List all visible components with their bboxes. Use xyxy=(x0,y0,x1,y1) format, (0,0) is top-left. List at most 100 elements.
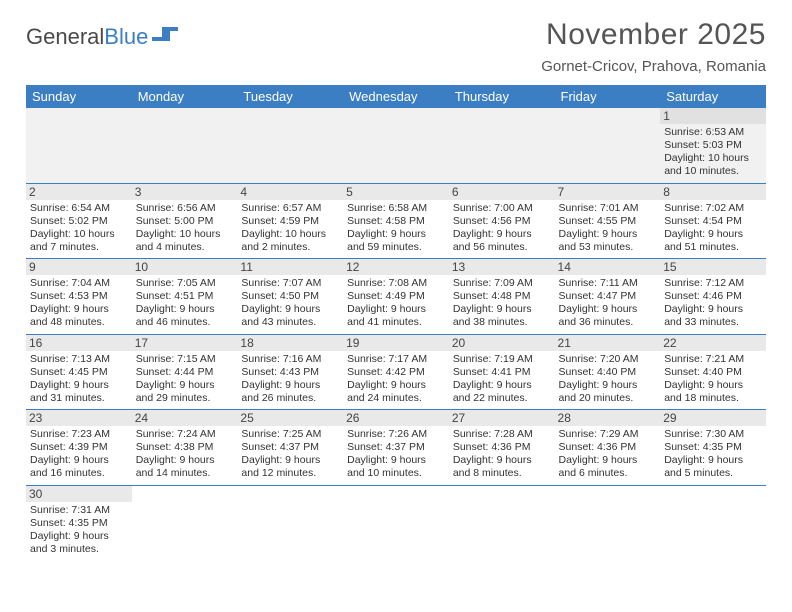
day-details: Sunrise: 7:20 AMSunset: 4:40 PMDaylight:… xyxy=(559,353,657,406)
day-details: Sunrise: 7:16 AMSunset: 4:43 PMDaylight:… xyxy=(241,353,339,406)
weekday-header: Wednesday xyxy=(343,85,449,108)
calendar-cell: 29Sunrise: 7:30 AMSunset: 4:35 PMDayligh… xyxy=(660,410,766,486)
sunset-text: Sunset: 4:37 PM xyxy=(347,441,445,454)
daylight-text: Daylight: 9 hours and 20 minutes. xyxy=(559,379,657,405)
sunrise-text: Sunrise: 7:12 AM xyxy=(664,277,762,290)
daylight-text: Daylight: 10 hours and 2 minutes. xyxy=(241,228,339,254)
day-number: 11 xyxy=(237,259,343,275)
sunrise-text: Sunrise: 7:13 AM xyxy=(30,353,128,366)
day-number: 7 xyxy=(555,184,661,200)
calendar-cell: 1Sunrise: 6:53 AMSunset: 5:03 PMDaylight… xyxy=(660,108,766,183)
day-details: Sunrise: 7:15 AMSunset: 4:44 PMDaylight:… xyxy=(136,353,234,406)
location-text: Gornet-Cricov, Prahova, Romania xyxy=(541,58,766,75)
sunset-text: Sunset: 4:35 PM xyxy=(30,517,128,530)
sunset-text: Sunset: 4:54 PM xyxy=(664,215,762,228)
sunrise-text: Sunrise: 7:20 AM xyxy=(559,353,657,366)
daylight-text: Daylight: 9 hours and 6 minutes. xyxy=(559,454,657,480)
daylight-text: Daylight: 9 hours and 10 minutes. xyxy=(347,454,445,480)
logo-flag-icon xyxy=(152,27,180,47)
day-number: 6 xyxy=(449,184,555,200)
daylight-text: Daylight: 10 hours and 10 minutes. xyxy=(664,152,762,178)
sunset-text: Sunset: 4:43 PM xyxy=(241,366,339,379)
day-details: Sunrise: 7:23 AMSunset: 4:39 PMDaylight:… xyxy=(30,428,128,481)
calendar-cell: 24Sunrise: 7:24 AMSunset: 4:38 PMDayligh… xyxy=(132,410,238,486)
calendar-cell: 10Sunrise: 7:05 AMSunset: 4:51 PMDayligh… xyxy=(132,259,238,335)
day-number: 4 xyxy=(237,184,343,200)
day-details: Sunrise: 7:07 AMSunset: 4:50 PMDaylight:… xyxy=(241,277,339,330)
sunrise-text: Sunrise: 7:02 AM xyxy=(664,202,762,215)
weekday-header: Tuesday xyxy=(237,85,343,108)
calendar-table: SundayMondayTuesdayWednesdayThursdayFrid… xyxy=(26,85,766,560)
weekday-header: Friday xyxy=(555,85,661,108)
sunset-text: Sunset: 4:59 PM xyxy=(241,215,339,228)
daylight-text: Daylight: 9 hours and 36 minutes. xyxy=(559,303,657,329)
sunset-text: Sunset: 4:53 PM xyxy=(30,290,128,303)
day-number: 16 xyxy=(26,335,132,351)
calendar-cell: 14Sunrise: 7:11 AMSunset: 4:47 PMDayligh… xyxy=(555,259,661,335)
sunrise-text: Sunrise: 7:08 AM xyxy=(347,277,445,290)
calendar-cell: 8Sunrise: 7:02 AMSunset: 4:54 PMDaylight… xyxy=(660,183,766,259)
daylight-text: Daylight: 10 hours and 7 minutes. xyxy=(30,228,128,254)
calendar-cell: 3Sunrise: 6:56 AMSunset: 5:00 PMDaylight… xyxy=(132,183,238,259)
sunrise-text: Sunrise: 7:29 AM xyxy=(559,428,657,441)
daylight-text: Daylight: 9 hours and 43 minutes. xyxy=(241,303,339,329)
calendar-row: 16Sunrise: 7:13 AMSunset: 4:45 PMDayligh… xyxy=(26,334,766,410)
day-details: Sunrise: 7:21 AMSunset: 4:40 PMDaylight:… xyxy=(664,353,762,406)
sunrise-text: Sunrise: 7:19 AM xyxy=(453,353,551,366)
header: GeneralBlue November 2025 Gornet-Cricov,… xyxy=(26,18,766,75)
sunset-text: Sunset: 4:49 PM xyxy=(347,290,445,303)
sunset-text: Sunset: 4:39 PM xyxy=(30,441,128,454)
day-details: Sunrise: 7:11 AMSunset: 4:47 PMDaylight:… xyxy=(559,277,657,330)
weekday-header: Thursday xyxy=(449,85,555,108)
day-number: 22 xyxy=(660,335,766,351)
calendar-cell xyxy=(343,108,449,183)
sunset-text: Sunset: 4:46 PM xyxy=(664,290,762,303)
day-number: 5 xyxy=(343,184,449,200)
day-details: Sunrise: 7:04 AMSunset: 4:53 PMDaylight:… xyxy=(30,277,128,330)
calendar-cell: 7Sunrise: 7:01 AMSunset: 4:55 PMDaylight… xyxy=(555,183,661,259)
sunset-text: Sunset: 4:37 PM xyxy=(241,441,339,454)
calendar-cell xyxy=(237,108,343,183)
day-details: Sunrise: 6:54 AMSunset: 5:02 PMDaylight:… xyxy=(30,202,128,255)
weekday-header-row: SundayMondayTuesdayWednesdayThursdayFrid… xyxy=(26,85,766,108)
logo-text-blue: Blue xyxy=(104,24,148,50)
day-number: 25 xyxy=(237,410,343,426)
daylight-text: Daylight: 9 hours and 46 minutes. xyxy=(136,303,234,329)
sunrise-text: Sunrise: 7:16 AM xyxy=(241,353,339,366)
calendar-row: 1Sunrise: 6:53 AMSunset: 5:03 PMDaylight… xyxy=(26,108,766,183)
sunset-text: Sunset: 5:03 PM xyxy=(664,139,762,152)
calendar-cell: 30Sunrise: 7:31 AMSunset: 4:35 PMDayligh… xyxy=(26,485,132,560)
day-number: 29 xyxy=(660,410,766,426)
day-details: Sunrise: 7:26 AMSunset: 4:37 PMDaylight:… xyxy=(347,428,445,481)
calendar-cell xyxy=(660,485,766,560)
day-details: Sunrise: 7:08 AMSunset: 4:49 PMDaylight:… xyxy=(347,277,445,330)
day-number: 13 xyxy=(449,259,555,275)
calendar-body: 1Sunrise: 6:53 AMSunset: 5:03 PMDaylight… xyxy=(26,108,766,560)
day-details: Sunrise: 6:56 AMSunset: 5:00 PMDaylight:… xyxy=(136,202,234,255)
daylight-text: Daylight: 9 hours and 18 minutes. xyxy=(664,379,762,405)
day-details: Sunrise: 7:29 AMSunset: 4:36 PMDaylight:… xyxy=(559,428,657,481)
daylight-text: Daylight: 9 hours and 33 minutes. xyxy=(664,303,762,329)
calendar-cell xyxy=(449,108,555,183)
calendar-cell xyxy=(343,485,449,560)
calendar-cell: 20Sunrise: 7:19 AMSunset: 4:41 PMDayligh… xyxy=(449,334,555,410)
day-details: Sunrise: 6:58 AMSunset: 4:58 PMDaylight:… xyxy=(347,202,445,255)
daylight-text: Daylight: 9 hours and 59 minutes. xyxy=(347,228,445,254)
calendar-cell xyxy=(237,485,343,560)
sunrise-text: Sunrise: 6:53 AM xyxy=(664,126,762,139)
day-details: Sunrise: 6:57 AMSunset: 4:59 PMDaylight:… xyxy=(241,202,339,255)
sunrise-text: Sunrise: 7:11 AM xyxy=(559,277,657,290)
sunrise-text: Sunrise: 6:54 AM xyxy=(30,202,128,215)
day-number: 21 xyxy=(555,335,661,351)
calendar-cell xyxy=(449,485,555,560)
calendar-cell: 25Sunrise: 7:25 AMSunset: 4:37 PMDayligh… xyxy=(237,410,343,486)
day-number: 9 xyxy=(26,259,132,275)
sunrise-text: Sunrise: 7:00 AM xyxy=(453,202,551,215)
sunrise-text: Sunrise: 7:04 AM xyxy=(30,277,128,290)
sunset-text: Sunset: 4:38 PM xyxy=(136,441,234,454)
calendar-cell xyxy=(26,108,132,183)
daylight-text: Daylight: 9 hours and 16 minutes. xyxy=(30,454,128,480)
calendar-cell: 11 Sunrise: 7:07 AMSunset: 4:50 PMDayligh… xyxy=(237,259,343,335)
sunrise-text: Sunrise: 7:30 AM xyxy=(664,428,762,441)
weekday-header: Sunday xyxy=(26,85,132,108)
